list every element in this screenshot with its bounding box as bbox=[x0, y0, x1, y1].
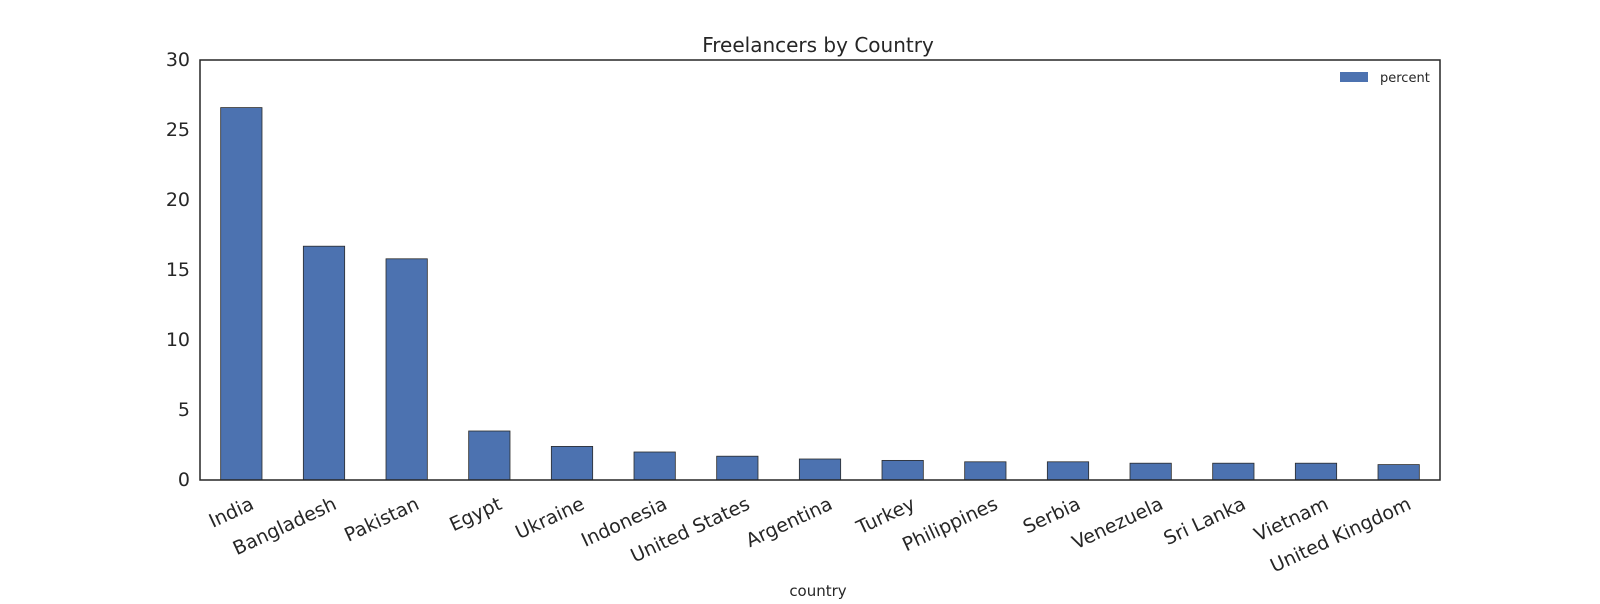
bar-pakistan bbox=[385, 258, 428, 481]
bar-indonesia bbox=[633, 451, 676, 481]
y-tick-label: 30 bbox=[166, 49, 190, 71]
bar-egypt bbox=[468, 430, 511, 481]
y-tick-label: 0 bbox=[178, 469, 190, 491]
x-tick-label: Egypt bbox=[446, 493, 505, 536]
bar-bangladesh bbox=[302, 245, 346, 481]
bar-vietnam bbox=[1294, 462, 1338, 481]
x-tick-label: Pakistan bbox=[341, 493, 422, 547]
bar-united-kingdom bbox=[1377, 464, 1420, 481]
y-tick-label: 10 bbox=[166, 329, 190, 351]
plot-frame bbox=[199, 59, 1441, 481]
bar-argentina bbox=[798, 458, 842, 481]
x-tick-label: United Kingdom bbox=[1267, 493, 1415, 577]
y-axis: 0 5 10 15 20 25 30 bbox=[166, 49, 190, 491]
x-tick-label: Philippines bbox=[899, 493, 1001, 556]
y-tick-label: 25 bbox=[166, 119, 190, 141]
legend-label: percent bbox=[1380, 71, 1430, 86]
x-tick-label: Argentina bbox=[743, 493, 836, 552]
bar-philippines bbox=[964, 461, 1007, 481]
bar-ukraine bbox=[550, 445, 594, 481]
chart-title: Freelancers by Country bbox=[702, 33, 934, 57]
legend-swatch bbox=[1340, 72, 1368, 82]
bar-india bbox=[220, 107, 263, 481]
bars-group bbox=[220, 107, 1420, 481]
x-axis-label: country bbox=[789, 582, 846, 600]
y-tick-label: 5 bbox=[178, 399, 190, 421]
x-tick-label: Venezuela bbox=[1069, 493, 1167, 554]
y-tick-label: 20 bbox=[166, 189, 190, 211]
x-tick-label: Ukraine bbox=[512, 493, 588, 544]
bar-turkey bbox=[881, 459, 924, 481]
x-tick-label: Sri Lanka bbox=[1160, 493, 1249, 550]
bar-venezuela bbox=[1129, 462, 1172, 481]
y-tick-label: 15 bbox=[166, 259, 190, 281]
bar-sri-lanka bbox=[1212, 462, 1255, 481]
x-tick-label: India bbox=[206, 493, 258, 533]
bar-serbia bbox=[1046, 461, 1090, 481]
bar-united-states bbox=[716, 455, 759, 481]
legend: percent bbox=[1340, 71, 1430, 86]
